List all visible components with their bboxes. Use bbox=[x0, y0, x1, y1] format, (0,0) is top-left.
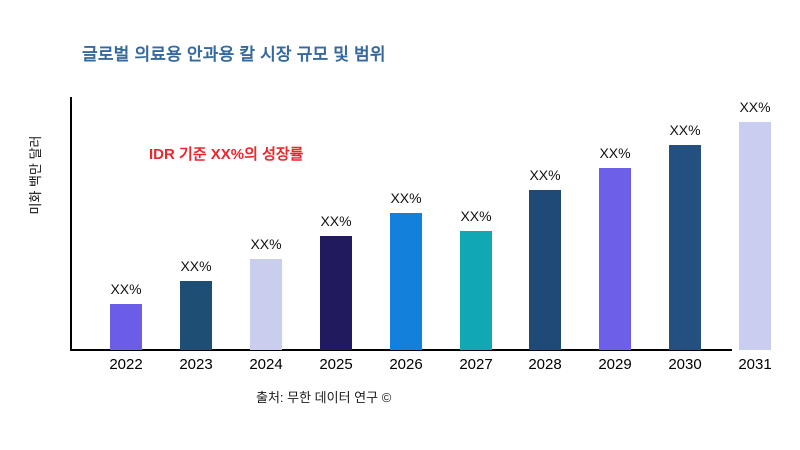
x-tick-label: 2022 bbox=[109, 356, 143, 373]
bar-column-2028: XX% 2028 bbox=[510, 0, 580, 450]
y-axis-line bbox=[70, 97, 72, 351]
bar-value-label: XX% bbox=[529, 167, 561, 183]
bar-value-label: XX% bbox=[320, 213, 352, 229]
bar-value-label: XX% bbox=[110, 281, 142, 297]
x-tick-label: 2027 bbox=[459, 356, 493, 373]
x-tick-label: 2026 bbox=[389, 356, 423, 373]
x-tick-label: 2030 bbox=[668, 356, 702, 373]
bar-value-label: XX% bbox=[390, 190, 422, 206]
chart-title: 글로벌 의료용 안과용 칼 시장 규모 및 범위 bbox=[82, 45, 386, 64]
growth-rate-annotation: IDR 기준 XX%의 성장률 bbox=[149, 146, 304, 163]
bar-value-label: XX% bbox=[180, 258, 212, 274]
bar-column-2022: XX% 2022 bbox=[91, 0, 161, 450]
bar bbox=[529, 190, 561, 350]
bar-column-2030: XX% 2030 bbox=[650, 0, 720, 450]
bar bbox=[180, 281, 212, 350]
bar bbox=[110, 304, 142, 350]
x-tick-label: 2028 bbox=[528, 356, 562, 373]
x-tick-label: 2024 bbox=[249, 356, 283, 373]
x-tick-label: 2023 bbox=[179, 356, 213, 373]
bar-column-2029: XX% 2029 bbox=[580, 0, 650, 450]
x-axis-line bbox=[70, 349, 732, 351]
bar bbox=[739, 122, 771, 350]
bar-value-label: XX% bbox=[739, 99, 771, 115]
bar-column-2031: XX% 2031 bbox=[720, 0, 790, 450]
x-tick-label: 2029 bbox=[598, 356, 632, 373]
bar-value-label: XX% bbox=[460, 208, 492, 224]
bar bbox=[669, 145, 701, 350]
x-tick-label: 2025 bbox=[319, 356, 353, 373]
bar bbox=[599, 168, 631, 350]
x-tick-label: 2031 bbox=[738, 356, 772, 373]
bar-value-label: XX% bbox=[599, 145, 631, 161]
bar bbox=[460, 231, 492, 350]
bar-column-2027: XX% 2027 bbox=[441, 0, 511, 450]
bar-value-label: XX% bbox=[669, 122, 701, 138]
bar bbox=[320, 236, 352, 350]
bar-column-2025: XX% 2025 bbox=[301, 0, 371, 450]
bar-value-label: XX% bbox=[250, 236, 282, 252]
bar bbox=[250, 259, 282, 350]
bar-column-2024: XX% 2024 bbox=[231, 0, 301, 450]
bar-column-2026: XX% 2026 bbox=[371, 0, 441, 450]
source-note: 출처: 무한 데이터 연구 © bbox=[256, 390, 392, 405]
bar-column-2023: XX% 2023 bbox=[161, 0, 231, 450]
bar bbox=[390, 213, 422, 350]
